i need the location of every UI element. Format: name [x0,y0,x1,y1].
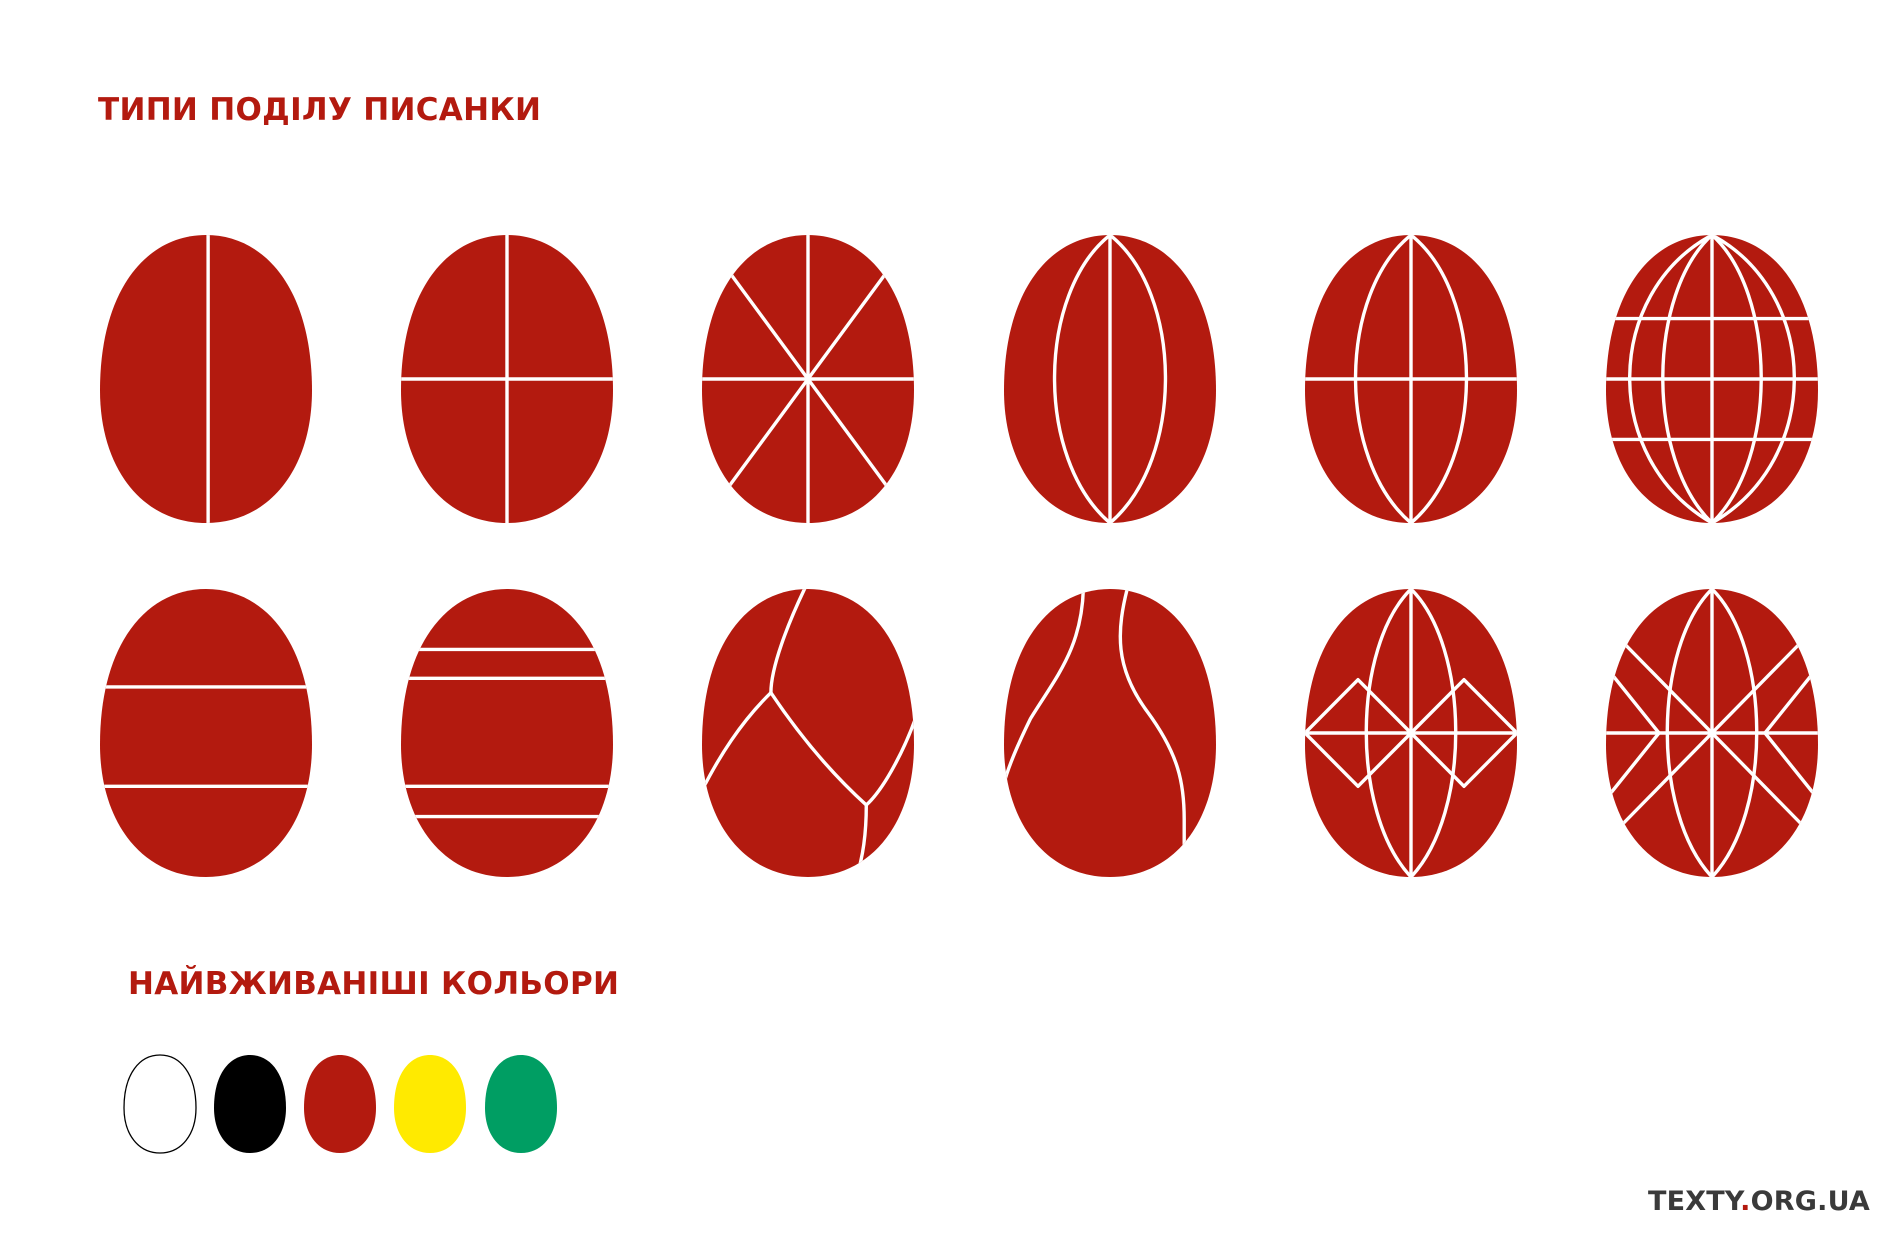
division-lines [1305,235,1517,523]
color-swatch-yellow [394,1055,466,1153]
egg-meridians-diamonds [1305,589,1517,877]
division-lines [1004,589,1186,877]
brand-domain: ORG.UA [1750,1186,1870,1217]
egg-meridian-grid [1606,235,1818,523]
egg-four-bands [401,589,613,877]
division-lines [702,589,914,877]
egg-meridian-arcs-equator [1305,235,1517,523]
division-lines [401,235,613,523]
brand-name: TEXTY [1647,1186,1741,1217]
egg-free-form-2 [1004,589,1216,877]
egg-shape [1004,589,1216,877]
egg-shape [100,589,312,877]
egg-quarters [401,235,613,523]
egg-shape [702,589,914,877]
egg-meridian-arcs [1004,235,1216,523]
brand-logo: TEXTY.ORG.UA [1648,1186,1870,1217]
division-lines [401,647,613,819]
color-swatch-red [304,1055,376,1153]
color-swatch-black [214,1055,286,1153]
egg-shape [401,589,613,877]
division-lines [1052,235,1168,523]
color-swatch-green [485,1055,557,1153]
brand-dot: . [1740,1186,1751,1217]
division-lines [1305,589,1517,877]
egg-two-bands [100,589,312,877]
color-swatch-white [123,1054,197,1154]
division-lines [1606,589,1818,877]
egg-free-form-1 [702,589,914,877]
division-lines [100,685,312,788]
division-lines [1606,235,1818,523]
common-colors-title: НАЙВЖИВАНІШІ КОЛЬОРИ [128,966,620,1002]
egg-shape [100,235,312,523]
division-types-title: ТИПИ ПОДІЛУ ПИСАНКИ [98,92,542,128]
egg-meridians-star-diamonds [1606,589,1818,877]
egg-vertical-half [100,235,312,523]
